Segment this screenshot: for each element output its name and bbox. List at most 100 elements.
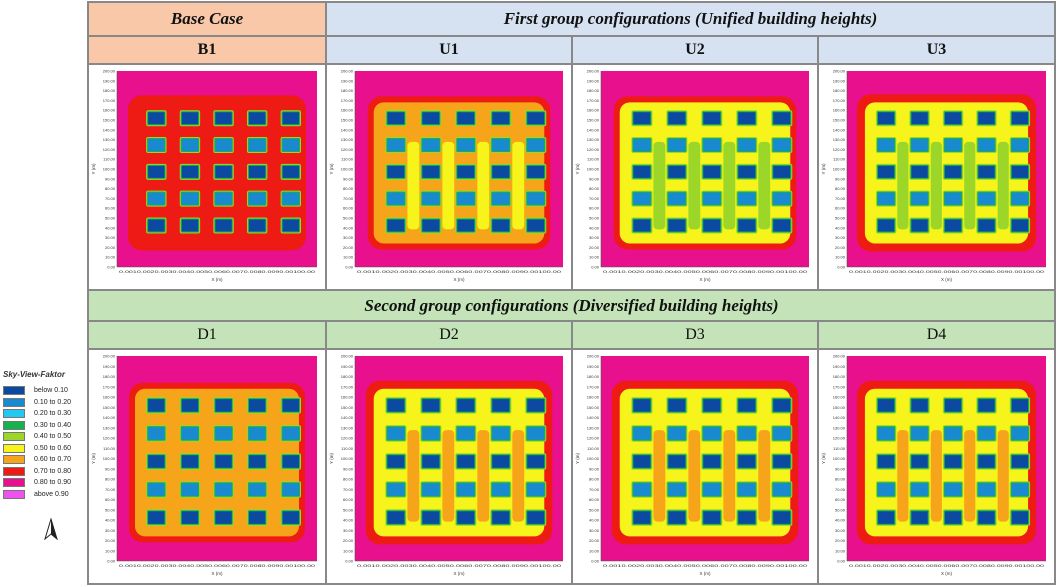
legend-label: below 0.10 xyxy=(34,387,68,395)
map-building xyxy=(387,165,405,178)
map-building xyxy=(282,139,299,152)
map-y-tick-label: 160.00 xyxy=(833,108,846,113)
map-building xyxy=(387,192,405,205)
second-group-header: Second group configurations (Diversified… xyxy=(88,290,1055,321)
map-building xyxy=(215,483,232,496)
map-building xyxy=(181,427,199,440)
map-building xyxy=(668,192,686,205)
map-building xyxy=(738,139,756,152)
map-x-tick-labels: 0.0010.0020.0030.0040.0050.0060.0070.008… xyxy=(603,563,808,568)
map-building xyxy=(944,219,962,232)
map-building xyxy=(773,483,791,496)
map-y-tick-label: 200.00 xyxy=(341,69,354,74)
map-building xyxy=(387,399,405,412)
map-y-tick-label: 50.00 xyxy=(835,507,846,512)
map-building xyxy=(944,427,962,440)
map-y-tick-label: 0.00 xyxy=(345,265,354,270)
map-building xyxy=(738,483,756,496)
map-building xyxy=(911,511,928,524)
north-arrow-icon xyxy=(44,518,58,540)
map-street-core xyxy=(407,430,420,522)
map-y-tick-label: 170.00 xyxy=(341,98,354,103)
map-building xyxy=(877,139,895,152)
map-building xyxy=(282,219,299,232)
map-building xyxy=(422,165,440,178)
legend-item: 0.70 to 0.80 xyxy=(3,466,85,478)
map-building xyxy=(668,511,686,524)
map-building xyxy=(877,427,895,440)
sky-view-map-d4: 200.00 190.00 180.00 170.00 160.00 150.00 140.… xyxy=(818,349,1055,584)
map-building xyxy=(422,219,440,232)
legend-label: 0.70 to 0.80 xyxy=(34,467,71,475)
map-building xyxy=(248,483,266,496)
legend-label: 0.60 to 0.70 xyxy=(34,456,71,464)
map-building xyxy=(773,139,791,152)
map-y-tick-label: 150.00 xyxy=(341,118,354,123)
sky-view-map-d3: 200.00 190.00 180.00 170.00 160.00 150.00 140.… xyxy=(572,349,818,584)
map-building xyxy=(703,455,721,468)
case-label-d1: D1 xyxy=(88,321,326,349)
map-building xyxy=(282,399,299,412)
map-x-tick-labels: 0.0010.0020.0030.0040.0050.0060.0070.008… xyxy=(849,269,1045,274)
case-label-text: D1 xyxy=(197,326,217,343)
map-x-axis-label: X (m) xyxy=(212,571,223,576)
map-building xyxy=(282,165,299,178)
map-y-tick-label: 50.00 xyxy=(343,216,354,221)
map-building xyxy=(944,483,962,496)
map-building xyxy=(703,112,721,125)
map-building xyxy=(457,427,475,440)
map-building xyxy=(944,139,962,152)
case-label-text: U2 xyxy=(685,41,705,58)
map-building xyxy=(668,483,686,496)
map-y-tick-label: 200.00 xyxy=(587,69,600,74)
case-label-d4: D4 xyxy=(818,321,1055,349)
map-y-tick-label: 180.00 xyxy=(833,88,846,93)
map-y-tick-label: 160.00 xyxy=(341,108,354,113)
map-y-tick-label: 190.00 xyxy=(833,364,846,369)
map-building xyxy=(633,483,651,496)
map-street-core xyxy=(477,430,490,522)
case-label-u2: U2 xyxy=(572,36,818,64)
map-y-tick-label: 40.00 xyxy=(835,225,846,230)
map-y-tick-label: 140.00 xyxy=(341,415,354,420)
map-y-tick-label: 100.00 xyxy=(103,167,116,172)
map-building xyxy=(492,455,510,468)
map-x-axis-label: X (m) xyxy=(212,277,223,282)
base-case-header: Base Case xyxy=(88,2,326,36)
map-building xyxy=(215,165,232,178)
map-building xyxy=(148,455,165,468)
map-y-tick-label: 0.00 xyxy=(837,559,846,564)
map-y-axis-label: Y (m) xyxy=(821,453,826,464)
map-x-axis-label: X (m) xyxy=(454,277,465,282)
map-street-core xyxy=(407,141,420,230)
map-building xyxy=(248,165,266,178)
map-building xyxy=(944,112,962,125)
map-street-core xyxy=(477,141,490,230)
map-building xyxy=(738,427,756,440)
map-y-tick-label: 110.00 xyxy=(103,157,116,162)
map-y-tick-label: 140.00 xyxy=(341,127,354,132)
map-y-tick-label: 110.00 xyxy=(341,157,354,162)
map-y-tick-label: 10.00 xyxy=(343,548,354,553)
map-building xyxy=(668,112,686,125)
legend-swatch xyxy=(3,386,25,396)
map-y-tick-label: 90.00 xyxy=(105,466,116,471)
map-building xyxy=(911,399,928,412)
map-y-tick-label: 50.00 xyxy=(105,216,116,221)
map-y-tick-label: 160.00 xyxy=(833,395,846,400)
map-building xyxy=(773,511,791,524)
legend-title: Sky-View-Faktor xyxy=(3,370,65,379)
map-y-tick-label: 70.00 xyxy=(105,196,116,201)
map-building xyxy=(1011,165,1029,178)
map-building xyxy=(978,399,995,412)
map-y-tick-label: 110.00 xyxy=(587,157,600,162)
map-building xyxy=(703,139,721,152)
map-y-tick-label: 110.00 xyxy=(833,157,846,162)
map-building xyxy=(911,112,928,125)
map-building xyxy=(181,399,199,412)
map-building xyxy=(527,455,545,468)
map-y-tick-label: 200.00 xyxy=(341,354,354,359)
map-street-core xyxy=(964,141,976,230)
map-y-tick-label: 20.00 xyxy=(835,245,846,250)
map-svg: 200.00 190.00 180.00 170.00 160.00 150.00 140.… xyxy=(91,69,317,282)
